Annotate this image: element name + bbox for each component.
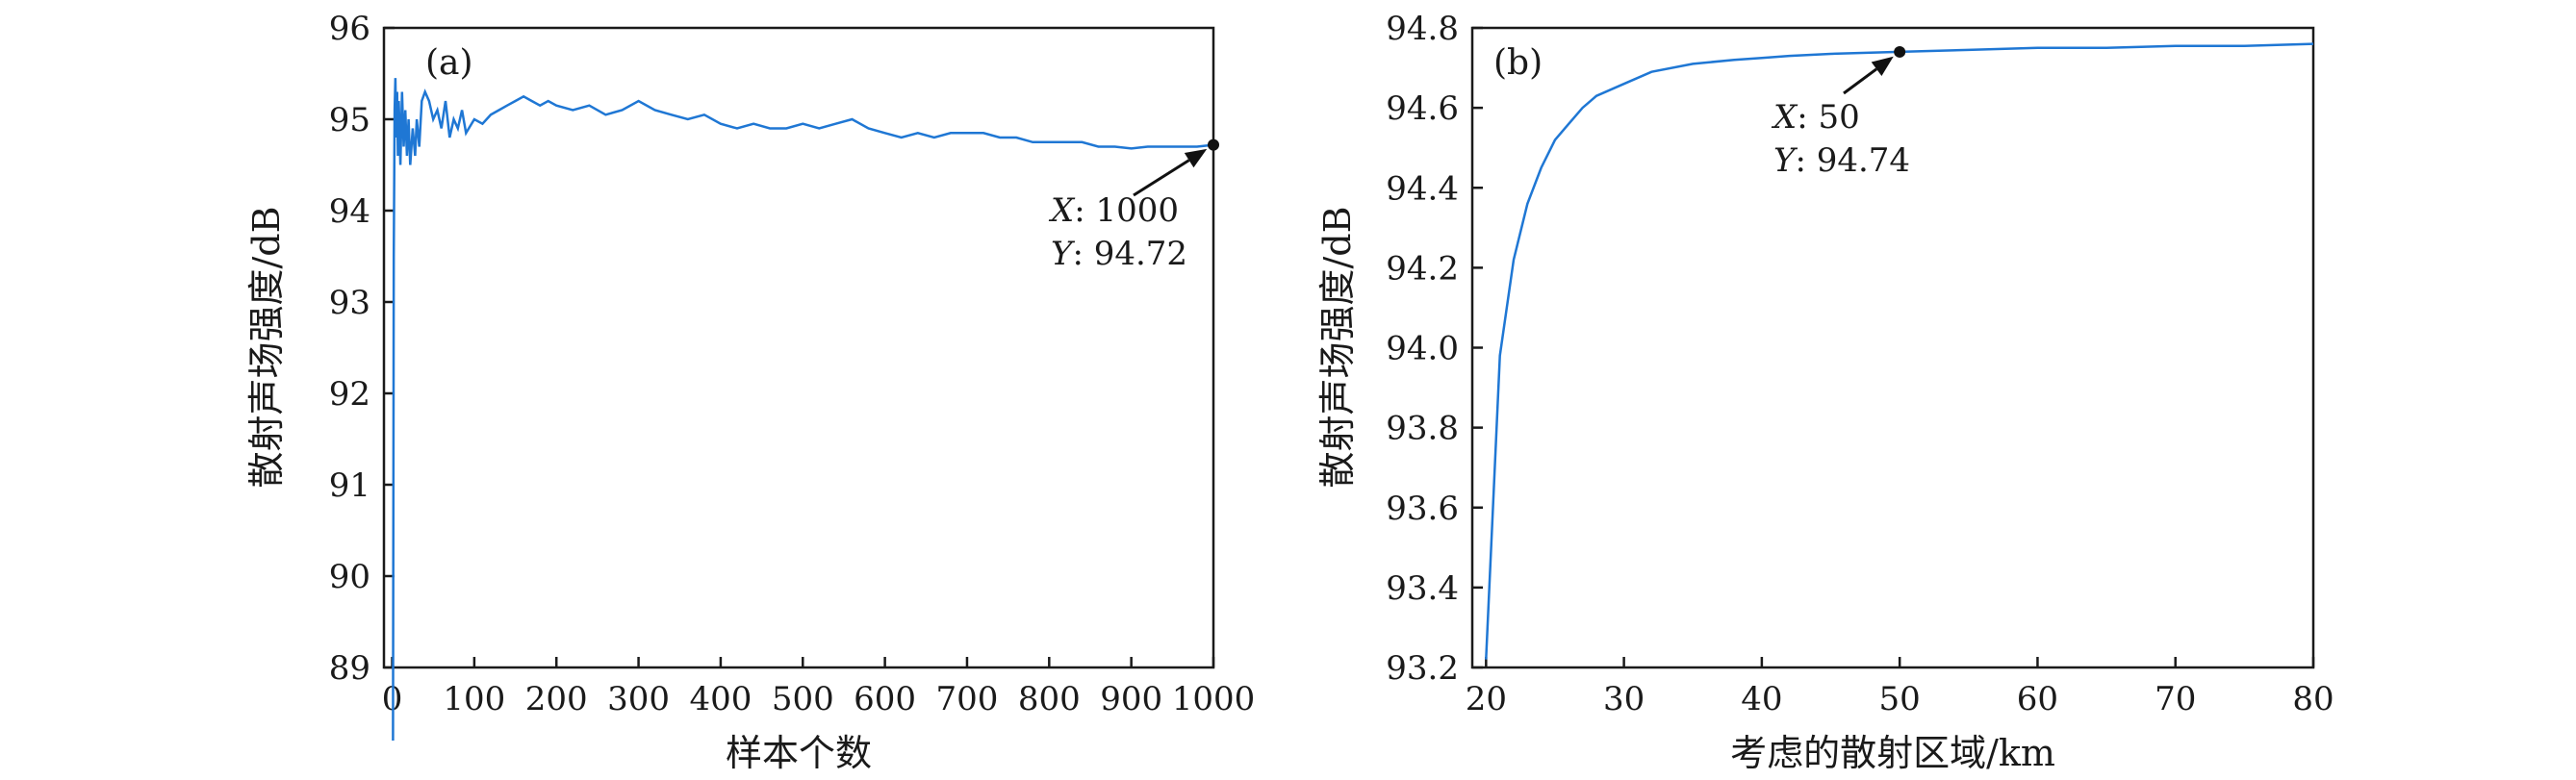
panel-b-datatip-arrow xyxy=(1843,67,1877,95)
y-tick-label: 94.4 xyxy=(1386,169,1459,208)
x-tick-label: 500 xyxy=(772,680,834,718)
y-tick-label: 90 xyxy=(329,558,370,596)
x-tick-label: 80 xyxy=(2292,680,2334,718)
panel-b-frame xyxy=(1470,26,2315,669)
panel-b-series-line xyxy=(1485,42,2314,660)
y-tick-label: 93.8 xyxy=(1386,410,1459,448)
y-tick-label: 94.2 xyxy=(1386,249,1459,288)
panel-a-frame xyxy=(382,26,1215,669)
panel-b-x-axis: 20 30 40 50 60 70 80 xyxy=(1466,657,2334,718)
panel-b-x-axis-label: 考虑的散射区域/km xyxy=(1730,732,2055,774)
x-tick-label: 200 xyxy=(525,680,588,718)
panel-b: 20 30 40 50 60 70 80 93.293.493.693.894.094.29… xyxy=(1316,10,2334,774)
x-tick-label: 600 xyxy=(854,680,916,718)
x-tick-label: 300 xyxy=(607,680,670,718)
panel-a-datatip-marker xyxy=(1208,138,1219,151)
panel-a-y-axis-label: 散射声场强度/dB xyxy=(245,206,288,488)
panel-a-label: (a) xyxy=(425,43,473,83)
panel-b-datatip-arrowhead xyxy=(1871,56,1894,77)
y-tick-label: 95 xyxy=(329,101,370,139)
y-tick-label: 93.4 xyxy=(1386,569,1459,608)
x-tick-label: 20 xyxy=(1466,680,1507,718)
y-tick-label: 91 xyxy=(329,466,370,505)
x-tick-label: 60 xyxy=(2017,680,2058,718)
x-tick-label: 50 xyxy=(1879,680,1921,718)
x-tick-label: 70 xyxy=(2155,680,2196,718)
x-tick-label: 40 xyxy=(1741,680,1782,718)
x-tick-label: 100 xyxy=(443,680,505,718)
y-tick-label: 93.6 xyxy=(1386,490,1459,528)
panel-a-x-axis: 0 100 200 300 400 500 600 700 800 900 1000 xyxy=(382,657,1256,718)
y-tick-label: 93 xyxy=(329,284,370,322)
x-tick-label: 900 xyxy=(1100,680,1162,718)
x-tick-label: 30 xyxy=(1603,680,1645,718)
panel-a-x-axis-label: 样本个数 xyxy=(726,732,872,774)
panel-a-datatip-arrowhead xyxy=(1184,148,1208,168)
panel-b-label: (b) xyxy=(1493,43,1543,83)
panel-a-series-line xyxy=(392,78,1214,742)
y-tick-label: 93.2 xyxy=(1386,649,1459,688)
y-tick-label: 89 xyxy=(329,649,370,688)
y-tick-label: 94.8 xyxy=(1386,10,1459,48)
panel-b-y-axis-label: 散射声场强度/dB xyxy=(1316,206,1359,488)
y-tick-label: 94.6 xyxy=(1386,89,1459,128)
x-tick-label: 1000 xyxy=(1172,680,1256,718)
x-tick-label: 400 xyxy=(689,680,752,718)
panel-b-datatip-y: Y: 94.74 xyxy=(1773,141,1910,180)
y-tick-label: 94 xyxy=(329,192,370,231)
panel-b-y-axis: 93.2 93.4 93.6 93.8 94.0 94.2 94.4 94.6 94.8 xyxy=(1386,10,1483,688)
panel-a-datatip-x: X: 1000 xyxy=(1048,191,1179,230)
y-tick-label: 94.0 xyxy=(1386,330,1459,368)
x-tick-label: 700 xyxy=(936,680,999,718)
y-tick-label: 92 xyxy=(329,375,370,414)
panel-b-datatip-marker xyxy=(1894,45,1906,58)
y-tick-label: 96 xyxy=(329,10,370,48)
panel-a-datatip-arrow xyxy=(1133,159,1190,197)
panel-a-datatip-y: Y: 94.72 xyxy=(1051,235,1187,273)
x-tick-label: 800 xyxy=(1018,680,1081,718)
panel-b-datatip-x: X: 50 xyxy=(1771,98,1860,137)
panel-a: 0 100 200 300 400 500 600 700 800 900 1000 8990919… xyxy=(245,10,1255,774)
